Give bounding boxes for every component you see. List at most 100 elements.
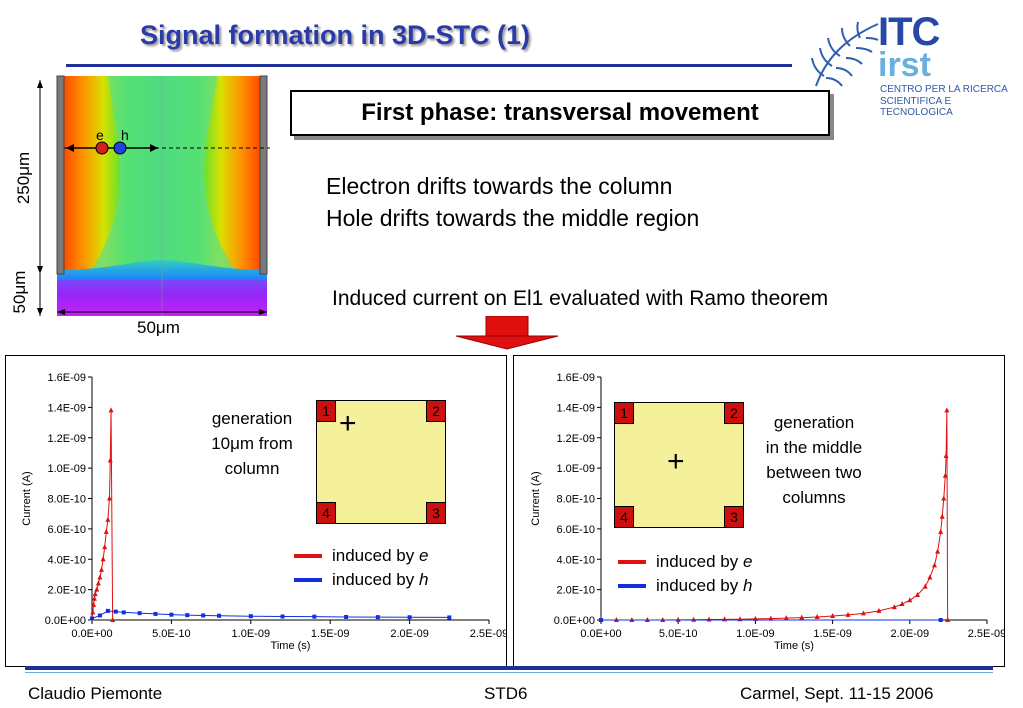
corner-label-4: 4 — [614, 506, 634, 528]
dimension-width-label: 50μm — [137, 318, 180, 337]
data-point-h — [185, 613, 190, 618]
data-point-h — [153, 611, 158, 616]
data-point-h — [105, 608, 110, 613]
x-axis-title: Time (s) — [774, 640, 814, 652]
inset-caption-left: generation 10μm from column — [202, 406, 302, 481]
logo-subtitle-line1: CENTRO PER LA RICERCA — [880, 84, 1008, 95]
data-point-e — [942, 472, 948, 478]
y-tick-label: 6.0E-10 — [556, 524, 595, 536]
footer-rule-thin — [25, 672, 993, 673]
corner-label-3: 3 — [724, 506, 744, 528]
data-point-h — [280, 614, 285, 619]
generation-point-icon: + — [667, 445, 685, 478]
footer-event: STD6 — [484, 684, 528, 703]
data-point-e — [105, 516, 111, 522]
title-underline — [66, 64, 792, 67]
data-point-h — [248, 614, 253, 619]
data-point-h — [312, 614, 317, 619]
data-point-e — [768, 615, 774, 621]
x-tick-label: 2.0E-09 — [891, 628, 930, 640]
data-point-e — [899, 601, 905, 607]
y-tick-label: 2.0E-10 — [556, 585, 595, 597]
legend-var: e — [418, 546, 429, 565]
legend-item-e: induced by e — [294, 544, 428, 568]
legend-swatch-h — [294, 578, 322, 582]
data-point-h — [201, 613, 206, 618]
data-point-e — [108, 407, 114, 413]
caption-line: column — [224, 459, 280, 478]
legend-label: induced by — [332, 570, 419, 589]
hole-label: h — [121, 127, 129, 143]
data-point-h — [113, 609, 118, 614]
hole-marker — [113, 141, 127, 155]
data-point-h — [447, 615, 452, 620]
data-point-e — [107, 457, 113, 463]
chart-right: 0.0E+00 2.0E-10 4.0E-10 6.0E-10 8.0E-10 1.0E-… — [530, 372, 1004, 652]
data-point-e — [944, 407, 950, 413]
logo-text-irst: irst — [878, 46, 931, 84]
y-tick-label: 0.0E+00 — [45, 615, 86, 627]
data-point-e — [915, 591, 921, 597]
data-point-e — [95, 580, 101, 586]
data-point-h — [169, 612, 174, 617]
legend-var: e — [742, 552, 753, 571]
data-point-h — [121, 610, 126, 615]
data-point-h — [375, 615, 380, 620]
logo-text-itc: ITC — [878, 10, 940, 54]
corner-label-1: 1 — [316, 400, 336, 422]
x-tick-label: 1.5E-09 — [813, 628, 852, 640]
data-point-e — [876, 607, 882, 613]
legend-var: h — [742, 576, 753, 595]
field-simulation-map — [37, 75, 270, 316]
caption-line: generation — [773, 413, 855, 432]
data-point-h — [97, 613, 102, 618]
data-point-e — [90, 609, 96, 615]
x-tick-label: 1.0E-09 — [232, 628, 271, 640]
laurel-logo-icon — [811, 21, 879, 87]
slide-title: Signal formation in 3D-STC (1) — [140, 20, 531, 50]
caption-line: columns — [782, 488, 846, 507]
data-point-e — [91, 601, 97, 607]
footer-rule — [25, 666, 993, 670]
x-tick-label: 5.0E-10 — [152, 628, 191, 640]
legend-swatch-e — [618, 560, 646, 564]
y-tick-label: 1.4E-09 — [47, 402, 86, 414]
y-tick-label: 1.0E-09 — [556, 463, 595, 475]
y-tick-label: 1.6E-09 — [556, 372, 595, 384]
down-arrow-icon — [455, 316, 559, 350]
y-tick-label: 8.0E-10 — [556, 494, 595, 506]
chart-panel-left: 0.0E+00 2.0E-10 4.0E-10 6.0E-10 8.0E-10 1.0E-… — [5, 355, 507, 667]
y-tick-label: 1.6E-09 — [47, 372, 86, 384]
data-point-e — [102, 544, 108, 550]
description-electron: Electron drifts towards the column — [326, 173, 673, 199]
footer-author: Claudio Piemonte — [28, 684, 163, 703]
data-point-e — [939, 513, 945, 519]
data-point-h — [90, 616, 94, 621]
data-point-e — [891, 604, 897, 610]
data-point-e — [92, 591, 98, 597]
data-point-e — [845, 611, 851, 617]
data-point-e — [106, 495, 112, 501]
data-point-e — [935, 548, 941, 554]
data-point-h — [938, 618, 943, 622]
caption-line: in the middle — [765, 438, 863, 457]
x-tick-label: 2.5E-09 — [470, 628, 506, 640]
y-tick-label: 8.0E-10 — [47, 494, 86, 506]
data-point-e — [830, 613, 836, 619]
data-point-e — [99, 566, 105, 572]
y-tick-label: 1.0E-09 — [47, 463, 86, 475]
data-point-e — [97, 574, 103, 580]
data-point-h — [599, 618, 603, 622]
description-hole: Hole drifts towards the middle region — [326, 205, 700, 231]
data-point-e — [932, 562, 938, 568]
corner-label-1: 1 — [614, 402, 634, 424]
logo-subtitle-line2: SCIENTIFICA E TECNOLOGICA — [880, 96, 953, 118]
y-tick-label: 6.0E-10 — [47, 524, 86, 536]
data-point-e — [941, 495, 947, 501]
data-point-e — [907, 597, 913, 603]
legend-right: induced by e induced by h — [618, 550, 752, 598]
data-point-e — [100, 556, 106, 562]
y-tick-label: 2.0E-10 — [47, 585, 86, 597]
corner-label-2: 2 — [724, 402, 744, 424]
electron-label: e — [96, 127, 104, 143]
